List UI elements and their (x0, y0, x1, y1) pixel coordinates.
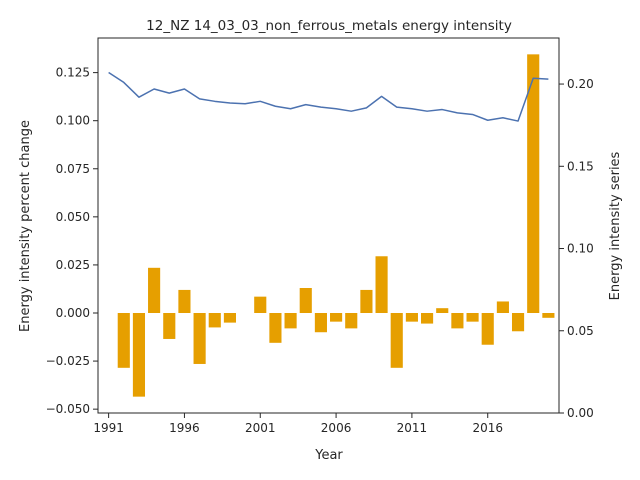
plot-frame (97, 37, 560, 414)
x-tick-label-1991: 1991 (93, 421, 124, 435)
y-right-tick-label-1: 0.05 (567, 324, 594, 338)
bar-2009 (375, 256, 388, 313)
bar-1996 (178, 289, 191, 313)
x-tick-label-2006: 2006 (321, 421, 352, 435)
bar-2001 (254, 296, 267, 313)
y-left-tick-label-6: 0.100 (56, 114, 90, 128)
bar-2006 (330, 313, 343, 322)
line-series (108, 71, 549, 122)
y-left-tick-label-0: −0.050 (46, 402, 90, 416)
x-axis-title: Year (314, 448, 343, 463)
y-left-tick-label-3: 0.025 (56, 258, 90, 272)
ticks: 1991 1996 2001 2006 2011 2016 −0.050 −0.025 0.00… (46, 66, 594, 435)
y-right-tick-label-0: 0.00 (567, 406, 594, 420)
bar-2013 (436, 308, 449, 313)
bar-series (117, 54, 555, 397)
bar-1999 (223, 313, 236, 323)
bar-1997 (193, 313, 206, 364)
x-tick-label-2001: 2001 (245, 421, 276, 435)
y-left-tick-label-5: 0.075 (56, 162, 90, 176)
bar-1993 (132, 313, 146, 397)
bar-2010 (390, 313, 403, 368)
bar-2011 (405, 313, 418, 322)
chart-title: 12_NZ 14_03_03_non_ferrous_metals energy… (146, 18, 512, 34)
y-axis-right-title: Energy intensity series (608, 151, 623, 300)
series-line (108, 71, 549, 122)
bar-2017 (496, 301, 509, 313)
x-tick-label-2016: 2016 (472, 421, 503, 435)
y-left-tick-label-4: 0.050 (56, 210, 90, 224)
bar-2015 (466, 313, 479, 322)
bar-2018 (511, 313, 525, 332)
bar-2004 (299, 288, 312, 313)
bar-1995 (163, 313, 176, 339)
bar-2002 (269, 313, 282, 343)
y-right-tick-label-4: 0.20 (567, 77, 594, 91)
bar-2016 (481, 313, 494, 345)
y-left-tick-label-1: −0.025 (46, 354, 90, 368)
bar-1998 (208, 313, 221, 328)
bar-2007 (345, 313, 358, 329)
bar-1994 (148, 267, 161, 313)
bar-2005 (314, 313, 327, 333)
bar-2014 (451, 313, 464, 329)
y-left-tick-label-7: 0.125 (56, 66, 90, 80)
y-right-tick-label-2: 0.10 (567, 242, 594, 256)
bar-2012 (421, 313, 434, 324)
bar-2008 (360, 289, 373, 313)
bar-1992 (117, 313, 130, 368)
y-left-tick-label-2: 0.000 (56, 306, 90, 320)
x-tick-label-2011: 2011 (397, 421, 428, 435)
x-tick-label-1996: 1996 (169, 421, 200, 435)
axes (97, 37, 560, 414)
y-right-tick-label-3: 0.15 (567, 159, 594, 173)
y-axis-left-title: Energy intensity percent change (18, 120, 33, 332)
bar-2019 (527, 54, 540, 313)
bar-2003 (284, 313, 297, 329)
bar-2020 (542, 313, 555, 318)
